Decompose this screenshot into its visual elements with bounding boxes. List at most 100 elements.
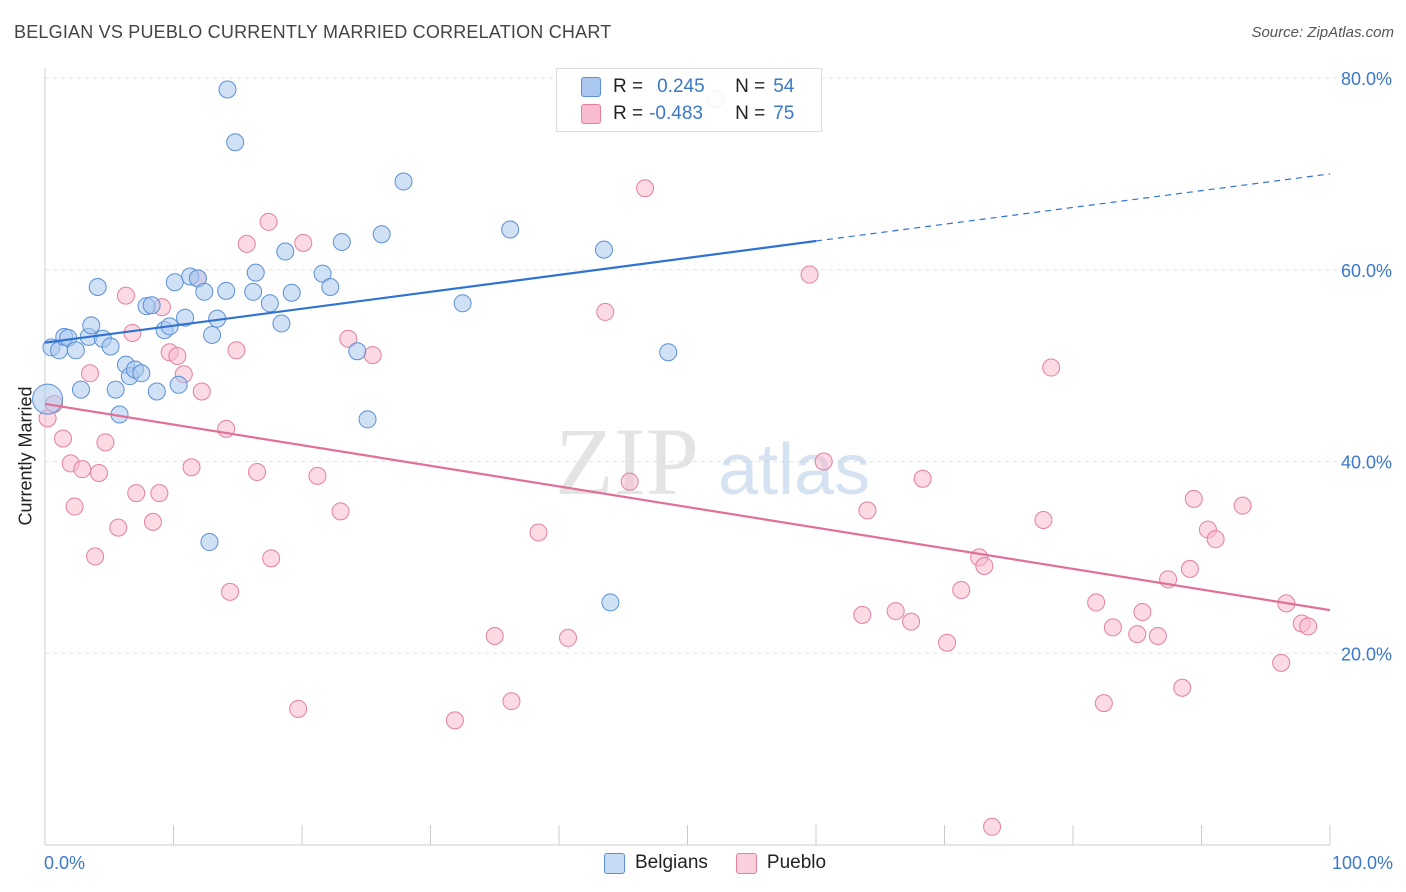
pueblo-point <box>1133 603 1152 622</box>
r-label: R = <box>613 76 644 97</box>
r-value: 0.245 <box>657 76 705 97</box>
pueblo-point <box>853 605 872 624</box>
belgian-point <box>313 264 332 283</box>
series-legend: Belgians Pueblo <box>604 852 854 874</box>
pueblo-point <box>1103 618 1122 637</box>
belgian-point <box>282 283 301 302</box>
tick-labels: 20.0% 40.0% 60.0% 80.0% 0.0% 100.0% <box>44 69 1393 873</box>
pueblo-point <box>1184 489 1203 508</box>
pueblo-point <box>221 582 240 601</box>
pueblo-point <box>800 265 819 284</box>
pueblo-point <box>502 692 521 711</box>
pueblo-point <box>983 817 1002 836</box>
pueblo-point <box>1042 358 1061 377</box>
pueblo-trend-line <box>44 402 1331 612</box>
pueblo-point <box>1094 694 1113 713</box>
pueblo-point <box>294 233 313 252</box>
pueblo-point <box>1148 626 1167 645</box>
x-tick-label-min: 0.0% <box>44 853 85 873</box>
pueblo-point <box>237 234 256 253</box>
belgian-point <box>321 278 340 297</box>
belgian-point <box>226 133 245 152</box>
pueblo-point <box>363 346 382 365</box>
pueblo-point <box>975 557 994 576</box>
pueblo-point <box>1173 678 1192 697</box>
pueblo-point <box>53 429 72 448</box>
pueblo-point <box>168 347 187 366</box>
pueblo-point <box>289 699 308 718</box>
pueblo-point <box>445 711 464 730</box>
pueblo-point <box>1206 530 1225 549</box>
legend-label-belgians: Belgians <box>635 852 708 873</box>
belgian-point <box>203 325 222 344</box>
belgian-point <box>71 380 90 399</box>
belgian-point <box>101 337 120 356</box>
chart-title: BELGIAN VS PUEBLO CURRENTLY MARRIED CORR… <box>14 22 612 42</box>
pueblo-point <box>73 460 92 479</box>
pueblo-point <box>913 469 932 488</box>
pueblo-point <box>620 472 639 491</box>
belgian-point <box>358 410 377 429</box>
n-label: N = <box>735 103 766 124</box>
pueblo-point <box>1034 510 1053 529</box>
pueblo-point <box>89 464 108 483</box>
pueblo-point <box>596 302 615 321</box>
r-label: R = <box>613 103 644 124</box>
legend-row-pueblo: R = -0.483 N = 75 <box>581 101 794 127</box>
y-axis-label: Currently Married <box>15 386 36 526</box>
axes <box>44 68 1331 846</box>
pueblo-swatch <box>735 852 757 874</box>
legend-label-pueblo: Pueblo <box>766 852 827 873</box>
belgian-point <box>200 533 219 552</box>
belgian-point <box>217 281 236 300</box>
pueblo-point <box>1087 593 1106 612</box>
r-value: -0.483 <box>649 103 703 124</box>
belgian-point <box>147 382 166 401</box>
pueblo-point <box>248 463 267 482</box>
belgian-point <box>66 341 85 360</box>
pueblo-point <box>952 580 971 599</box>
belgian-point <box>394 172 413 191</box>
pueblo-point <box>116 286 135 305</box>
pueblo-point <box>331 502 350 521</box>
watermark-zip: ZIP <box>555 408 699 515</box>
pueblo-swatch <box>581 104 601 124</box>
belgian-point <box>601 593 620 612</box>
trend-lines <box>44 173 1331 612</box>
belgian-point <box>348 342 367 361</box>
pueblo-point <box>1272 653 1291 672</box>
belgian-point <box>165 273 184 292</box>
source-credit: Source: ZipAtlas.com <box>1251 24 1394 41</box>
y-tick-label: 60.0% <box>1341 261 1392 281</box>
belgian-point <box>32 383 64 415</box>
belgian-point <box>272 314 291 333</box>
belgian-point <box>169 375 188 394</box>
belgian-point <box>132 364 151 383</box>
pueblo-point <box>227 341 246 360</box>
watermark: ZIP atlas <box>555 408 870 515</box>
n-value: 75 <box>773 103 795 124</box>
grid-lines <box>45 77 1390 654</box>
x-tick-label-max: 100.0% <box>1332 853 1393 873</box>
pueblo-point <box>109 518 128 537</box>
belgian-point <box>244 282 263 301</box>
belgian-trend-extension <box>815 173 1331 242</box>
belgian-point <box>260 294 279 313</box>
pueblo-point <box>123 324 142 343</box>
pueblo-point <box>127 484 146 503</box>
watermark-atlas: atlas <box>718 430 870 510</box>
pueblo-point <box>96 433 115 452</box>
belgian-series <box>32 80 725 612</box>
belgian-point <box>276 242 295 261</box>
belgian-point <box>218 80 237 99</box>
belgian-point <box>246 263 265 282</box>
pueblo-point <box>636 179 655 198</box>
legend-item-belgians[interactable]: Belgians <box>604 852 708 874</box>
belgian-point <box>195 282 214 301</box>
belgian-point <box>176 308 195 327</box>
belgian-point <box>659 343 678 362</box>
pueblo-point <box>529 523 548 542</box>
legend-item-pueblo[interactable]: Pueblo <box>735 852 827 874</box>
pueblo-point <box>339 329 358 348</box>
belgian-point <box>332 232 351 251</box>
